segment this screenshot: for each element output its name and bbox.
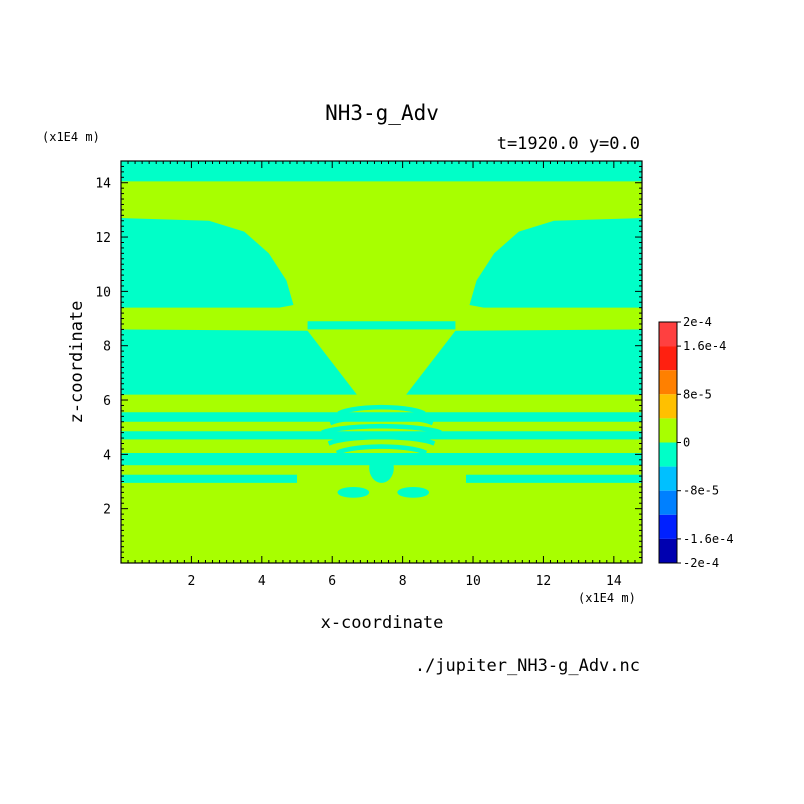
- x-axis-unit: (x1E4 m): [578, 591, 636, 605]
- colorbar-label: 0: [683, 436, 690, 450]
- contour-region-16: [369, 452, 394, 483]
- contour-region-10: [465, 474, 642, 483]
- contour-region-3: [121, 329, 357, 395]
- contour-region-5: [307, 321, 456, 330]
- x-tick-label: 4: [258, 574, 266, 589]
- colorbar-label: 1.6e-4: [683, 339, 726, 353]
- x-tick-label: 6: [328, 574, 336, 589]
- contour-region-11: [337, 404, 426, 416]
- y-tick-label: 8: [103, 340, 111, 355]
- source-file-label: ./jupiter_NH3-g_Adv.nc: [415, 656, 640, 676]
- colorbar-swatch: [659, 370, 677, 395]
- x-axis-label: x-coordinate: [321, 613, 444, 633]
- contour-region-0: [121, 161, 642, 182]
- colorbar-label: 8e-5: [683, 387, 712, 401]
- colorbar-swatch: [659, 346, 677, 371]
- colorbar-swatch: [659, 466, 677, 491]
- x-tick-label: 10: [465, 574, 481, 589]
- colorbar: 2e-4 1.6e-4 8e-5 0 -8e-5 -1.6e-4 -2e-4: [658, 315, 734, 570]
- contour-region-17: [337, 486, 370, 498]
- contour-region-14: [327, 434, 436, 446]
- y-tick-label: 14: [95, 177, 111, 192]
- y-tick-label: 4: [103, 448, 111, 463]
- colorbar-swatch: [659, 514, 677, 539]
- contour-region-4: [406, 329, 642, 395]
- colorbar-label: -1.6e-4: [683, 532, 734, 546]
- colorbar-label: -2e-4: [683, 556, 719, 570]
- chart-title: NH3-g_Adv: [325, 101, 439, 125]
- y-axis-label: z-coordinate: [67, 301, 87, 424]
- y-axis-unit: (x1E4 m): [42, 130, 100, 144]
- contour-region-9: [121, 474, 298, 483]
- colorbar-swatch: [659, 538, 677, 563]
- axes: 2 4 6 8 10 12 14 2 4 6 8 10 12 14: [95, 160, 643, 589]
- colorbar-swatch: [659, 322, 677, 347]
- x-tick-label: 8: [399, 574, 407, 589]
- y-tick-label: 12: [95, 231, 111, 246]
- x-tick-label: 2: [187, 574, 195, 589]
- chart-subtitle: t=1920.0 y=0.0: [497, 134, 640, 154]
- colorbar-swatch: [659, 418, 677, 443]
- plot-area: [121, 161, 642, 563]
- colorbar-label: 2e-4: [683, 315, 712, 329]
- contour-region-1: [121, 218, 294, 308]
- contour-region-13: [321, 423, 442, 435]
- colorbar-label: -8e-5: [683, 484, 719, 498]
- colorbar-swatch: [659, 490, 677, 515]
- x-tick-label: 14: [606, 574, 622, 589]
- colorbar-swatch: [659, 442, 677, 467]
- x-tick-label: 12: [536, 574, 552, 589]
- contour-region-15: [335, 444, 428, 456]
- contour-region-12: [329, 414, 434, 426]
- y-tick-label: 2: [103, 503, 111, 518]
- colorbar-swatch: [659, 394, 677, 419]
- contour-region-2: [469, 218, 642, 308]
- y-tick-label: 10: [95, 285, 111, 300]
- contour-region-18: [397, 486, 430, 498]
- y-tick-label: 6: [103, 394, 111, 409]
